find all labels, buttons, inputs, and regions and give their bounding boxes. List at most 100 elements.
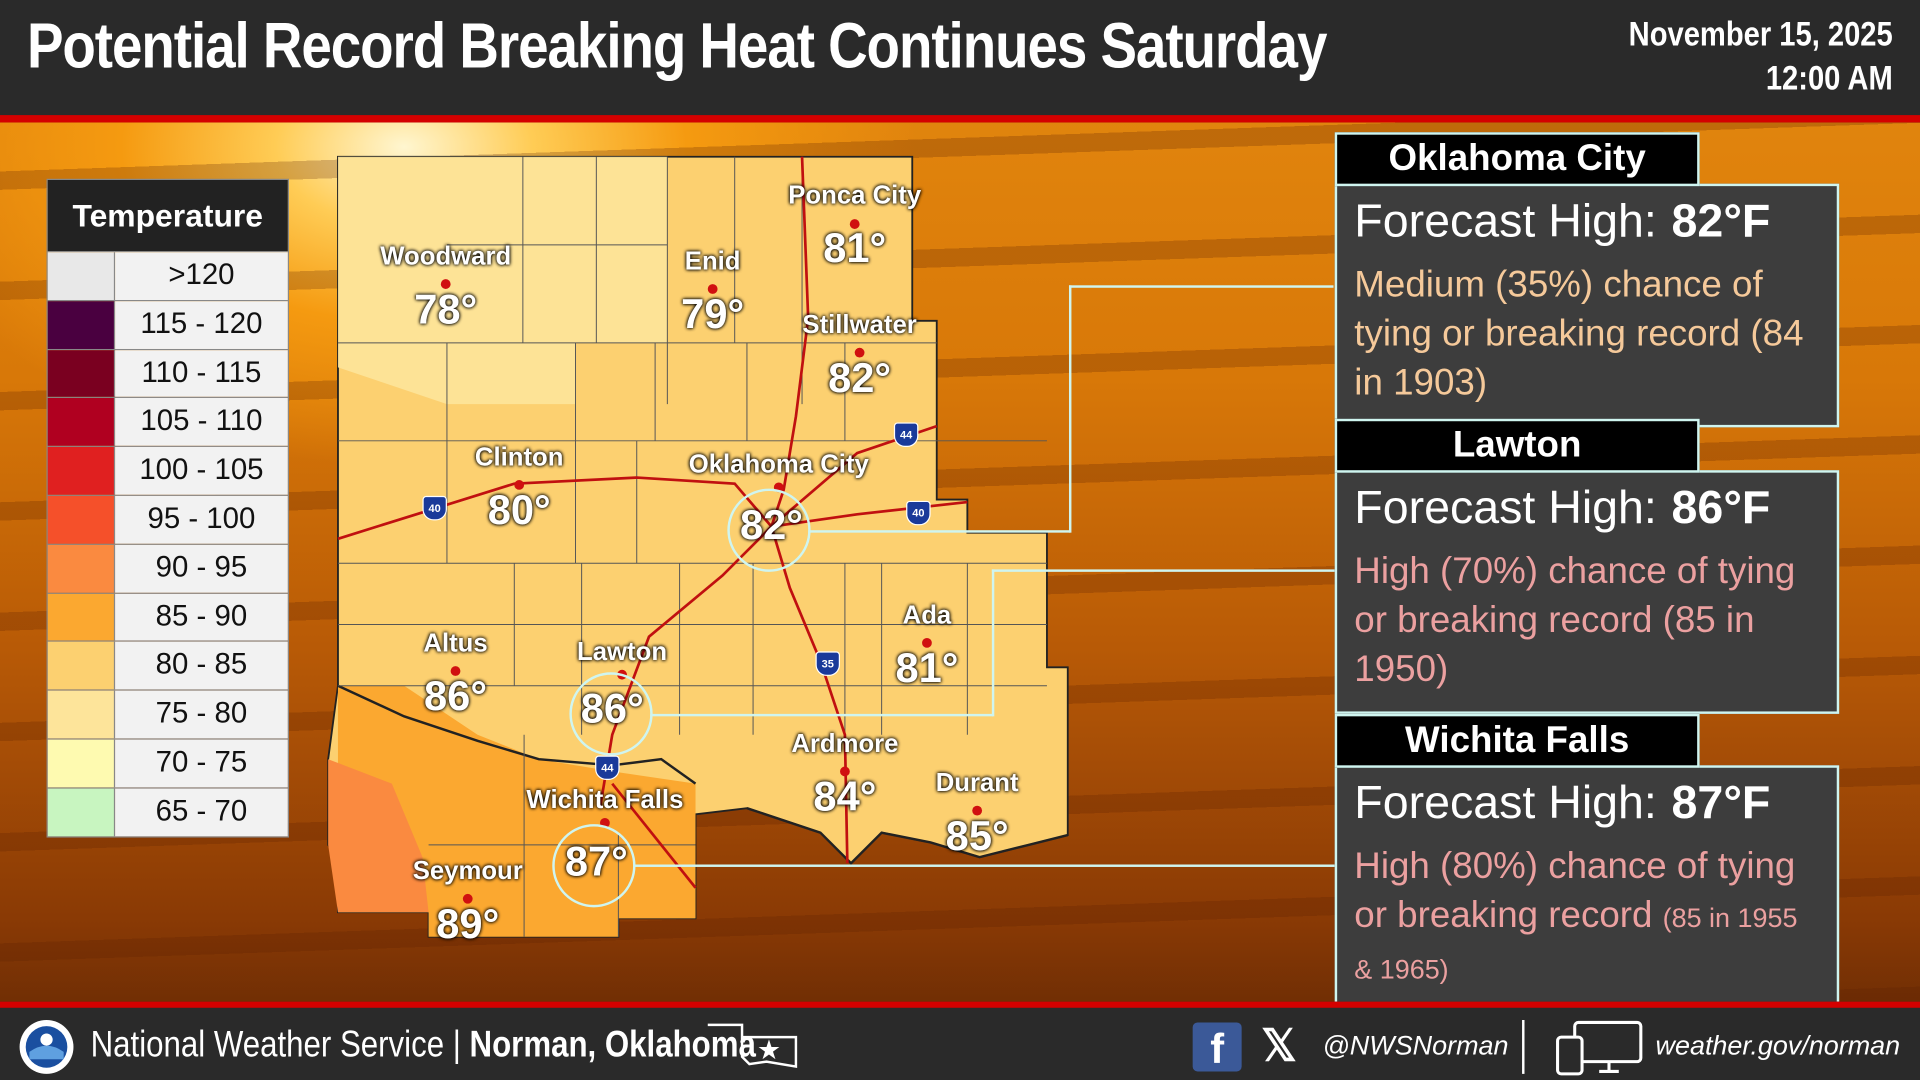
nws-logo-icon [19, 1020, 74, 1074]
legend-label: 100 - 105 [115, 447, 288, 495]
warm-region-90-95 [328, 759, 429, 913]
office-name: Norman, Oklahoma [469, 1024, 756, 1066]
legend-swatch [47, 739, 116, 788]
legend-label: 85 - 90 [115, 593, 288, 641]
city-marker [922, 637, 932, 648]
record-chance-main: High (80%) chance of tying or breaking r… [1354, 846, 1796, 936]
legend-title: Temperature [47, 180, 288, 252]
temperature-legend: Temperature >120 115 - 120 110 - 115 105 - … [46, 178, 289, 838]
us-highway [611, 782, 697, 889]
forecast-high: Forecast High: 86°F [1354, 482, 1819, 535]
footer-office: National Weather Service | Norman, Oklah… [91, 1025, 756, 1067]
city-name: Clinton [474, 443, 564, 472]
city-temperature: 81° [895, 645, 959, 692]
facebook-icon[interactable]: f [1192, 1022, 1242, 1073]
forecast-high: Forecast High: 82°F [1354, 196, 1819, 249]
city-temperature: 84° [813, 773, 877, 821]
card-lawton: Lawton Forecast High: 86°F High (70%) cha… [1334, 418, 1840, 714]
city-name: Lawton [577, 637, 668, 667]
city-marker [854, 347, 865, 358]
city-name: Stillwater [802, 311, 917, 340]
city-marker [849, 219, 860, 229]
issue-time: November 15, 2025 12:00 AM [1629, 12, 1893, 100]
social-handle[interactable]: @NWSNorman [1322, 1029, 1509, 1061]
interstate-shield-icon: 44 [893, 422, 919, 447]
city-marker [462, 893, 473, 904]
footer: National Weather Service | Norman, Oklah… [0, 1001, 1920, 1080]
okc-connector-line-top [1068, 285, 1334, 288]
city-marker [514, 480, 525, 490]
card-wichita-falls: Wichita Falls Forecast High: 87°F High (8… [1334, 713, 1840, 1014]
footer-divider [1522, 1020, 1525, 1074]
city-temperature: 78° [414, 286, 478, 334]
legend-label: 95 - 100 [115, 495, 288, 544]
city-temperature: 82° [828, 355, 892, 402]
forecast-high-value: 86°F [1671, 482, 1771, 534]
forecast-high-label: Forecast High: [1354, 482, 1657, 534]
legend-item: 65 - 70 [47, 787, 288, 836]
legend-swatch [47, 252, 116, 300]
city-temperature: 86° [424, 673, 487, 721]
city-name: Oklahoma City [688, 450, 869, 479]
legend-item: 75 - 80 [47, 689, 288, 739]
cool-region-75-80 [337, 156, 668, 405]
city-name: Ada [902, 601, 952, 630]
interstate-shield-icon: 44 [595, 755, 620, 781]
city-name: Enid [684, 247, 741, 276]
lawton-connector-line [650, 713, 994, 717]
legend-swatch [47, 398, 116, 446]
city-name: Altus [423, 629, 488, 658]
wichita-falls-highlight-circle [552, 824, 636, 908]
forecast-high-label: Forecast High: [1354, 195, 1657, 248]
city-name: Ponca City [788, 181, 922, 210]
city-marker [450, 666, 461, 676]
forecast-high-label: Forecast High: [1354, 777, 1657, 829]
record-chance-text: High (80%) chance of tying or breaking r… [1354, 842, 1819, 994]
legend-item: 80 - 85 [47, 640, 288, 690]
county-lines [337, 156, 1047, 937]
x-icon[interactable]: 𝕏 [1261, 1020, 1297, 1071]
city-temperature: 79° [681, 291, 745, 338]
okc-connector-line-vertical [1068, 285, 1072, 533]
legend-item: 105 - 110 [47, 397, 288, 446]
record-chance-text: Medium (35%) chance of tying or breaking… [1354, 264, 1804, 403]
city-name: Woodward [380, 242, 512, 271]
city-marker [600, 817, 610, 828]
card-city-name: Wichita Falls [1334, 713, 1700, 768]
legend-label: 115 - 120 [115, 300, 288, 349]
page-title: Potential Record Breaking Heat Continues… [26, 11, 1327, 83]
city-name: Durant [935, 768, 1019, 798]
city-name: Wichita Falls [526, 786, 684, 815]
city-name: Ardmore [791, 729, 899, 758]
city-temperature: 80° [487, 487, 551, 534]
legend-label: 110 - 115 [115, 349, 288, 398]
forecast-high-value: 82°F [1671, 195, 1771, 248]
legend-label: 90 - 95 [115, 544, 288, 593]
city-marker [440, 279, 451, 289]
legend-swatch [47, 447, 116, 495]
legend-swatch [47, 349, 116, 398]
issue-date: November 15, 2025 [1629, 14, 1894, 53]
legend-label: 65 - 70 [115, 788, 288, 836]
card-city-name: Oklahoma City [1334, 132, 1700, 187]
legend-item: 115 - 120 [47, 299, 288, 349]
red-river [337, 684, 1069, 866]
legend-item: >120 [47, 251, 288, 300]
legend-label: 75 - 80 [115, 690, 288, 739]
legend-item: 85 - 90 [47, 592, 288, 641]
interstate-shield-icon: 35 [815, 651, 841, 676]
forecast-high-value: 87°F [1671, 777, 1771, 829]
legend-item: 100 - 105 [47, 445, 288, 495]
card-city-name: Lawton [1334, 418, 1700, 473]
org-name: National Weather Service | [90, 1024, 470, 1066]
city-marker [773, 482, 784, 493]
lawton-connector-line-top [991, 569, 1335, 572]
legend-swatch [47, 300, 116, 349]
website-link[interactable]: weather.gov/norman [1655, 1029, 1901, 1061]
interstate-shield-icon: 40 [422, 495, 447, 521]
oklahoma-star-icon: ★ [707, 1023, 798, 1068]
legend-swatch [47, 642, 116, 690]
forecast-high: Forecast High: 87°F [1354, 778, 1819, 831]
lawton-highlight-circle [569, 672, 653, 756]
legend-item: 70 - 75 [47, 738, 288, 788]
